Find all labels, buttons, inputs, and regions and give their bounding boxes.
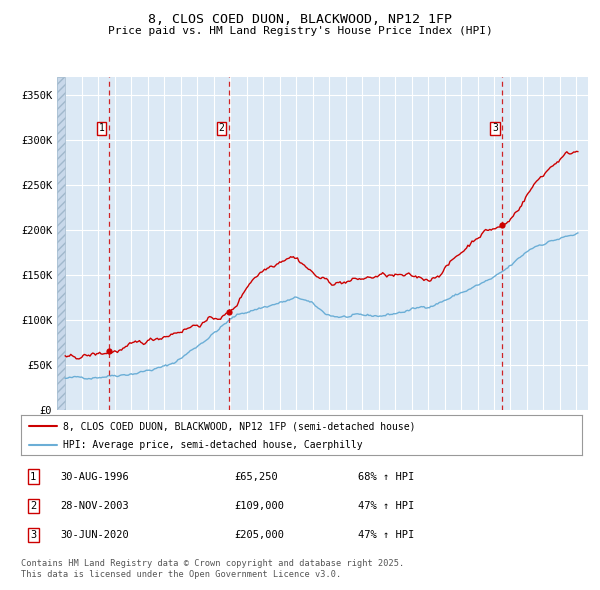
Text: 1: 1: [30, 471, 37, 481]
Text: 2: 2: [30, 501, 37, 511]
Text: 8, CLOS COED DUON, BLACKWOOD, NP12 1FP (semi-detached house): 8, CLOS COED DUON, BLACKWOOD, NP12 1FP (…: [63, 421, 416, 431]
Bar: [57, 77, 65, 410]
Text: 30-AUG-1996: 30-AUG-1996: [60, 471, 129, 481]
Text: 2: 2: [218, 123, 224, 133]
Text: 30-JUN-2020: 30-JUN-2020: [60, 530, 129, 540]
Text: 47% ↑ HPI: 47% ↑ HPI: [358, 501, 414, 511]
Text: 68% ↑ HPI: 68% ↑ HPI: [358, 471, 414, 481]
Text: 47% ↑ HPI: 47% ↑ HPI: [358, 530, 414, 540]
Text: 8, CLOS COED DUON, BLACKWOOD, NP12 1FP: 8, CLOS COED DUON, BLACKWOOD, NP12 1FP: [148, 13, 452, 26]
Text: 3: 3: [30, 530, 37, 540]
Text: HPI: Average price, semi-detached house, Caerphilly: HPI: Average price, semi-detached house,…: [63, 440, 362, 450]
Text: 3: 3: [492, 123, 498, 133]
Text: 28-NOV-2003: 28-NOV-2003: [60, 501, 129, 511]
Text: Contains HM Land Registry data © Crown copyright and database right 2025.: Contains HM Land Registry data © Crown c…: [21, 559, 404, 568]
Text: £65,250: £65,250: [234, 471, 278, 481]
Text: Price paid vs. HM Land Registry's House Price Index (HPI): Price paid vs. HM Land Registry's House …: [107, 26, 493, 36]
Text: £205,000: £205,000: [234, 530, 284, 540]
Text: £109,000: £109,000: [234, 501, 284, 511]
Text: 1: 1: [99, 123, 104, 133]
Text: This data is licensed under the Open Government Licence v3.0.: This data is licensed under the Open Gov…: [21, 570, 341, 579]
